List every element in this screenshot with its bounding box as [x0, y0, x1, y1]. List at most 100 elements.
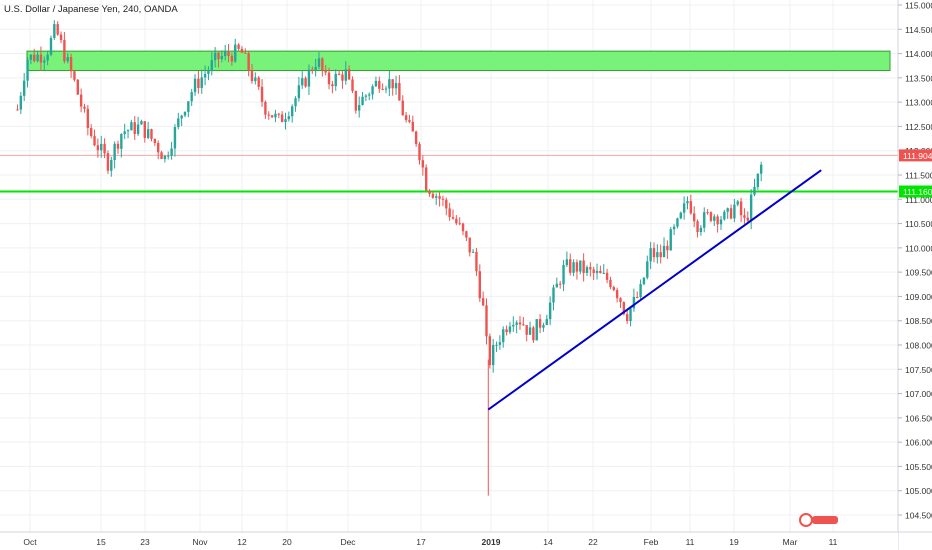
- candle-body: [76, 79, 79, 95]
- candle-body: [83, 106, 86, 109]
- candle-body: [63, 40, 66, 62]
- trend-line: [487, 169, 822, 411]
- candle: [334, 69, 337, 91]
- candle-body: [347, 69, 351, 80]
- candle-body: [270, 115, 274, 118]
- candle-body: [66, 57, 69, 62]
- candle-body: [274, 113, 277, 118]
- candle: [726, 207, 729, 219]
- candle-body: [552, 287, 555, 303]
- candle-body: [585, 267, 589, 273]
- candle-body: [595, 270, 599, 273]
- candle-body: [334, 73, 337, 87]
- candle-body: [689, 201, 693, 214]
- candle: [508, 321, 512, 335]
- candle-body: [646, 261, 649, 278]
- candle-body: [625, 314, 629, 322]
- candle-body: [177, 118, 180, 128]
- candle-body: [759, 164, 763, 174]
- candle-body: [602, 272, 605, 274]
- candle-body: [481, 298, 485, 306]
- candle: [579, 260, 582, 275]
- candle-body: [123, 131, 126, 134]
- candle: [408, 114, 411, 124]
- candle: [495, 341, 498, 352]
- candle: [676, 217, 679, 229]
- candle: [213, 47, 217, 68]
- candle: [692, 206, 696, 228]
- candle: [237, 43, 240, 51]
- candle-body: [542, 324, 545, 328]
- candle: [388, 70, 391, 97]
- candle-body: [502, 329, 505, 343]
- candle: [739, 197, 743, 223]
- candle: [421, 155, 425, 176]
- candle: [86, 104, 90, 136]
- candle: [311, 66, 314, 74]
- candle: [96, 138, 100, 158]
- candle: [183, 111, 187, 118]
- candle-body: [167, 155, 170, 157]
- candle: [491, 338, 495, 373]
- candle: [401, 95, 404, 116]
- candle-body: [485, 305, 488, 337]
- candle: [113, 141, 116, 169]
- candle: [250, 64, 254, 84]
- candle-body: [280, 114, 284, 123]
- candle: [759, 161, 763, 182]
- candle: [629, 307, 632, 327]
- candle-body: [589, 267, 592, 270]
- candle: [723, 209, 726, 221]
- candle: [254, 72, 257, 85]
- candle-body: [522, 324, 525, 326]
- last-price-tag: [899, 149, 932, 162]
- candle-body: [562, 265, 565, 285]
- candle-body: [749, 194, 753, 221]
- candle-body: [321, 58, 324, 71]
- candle: [16, 104, 19, 111]
- candle-body: [153, 138, 157, 143]
- price-axis: [898, 0, 932, 550]
- candle: [120, 133, 123, 158]
- candle: [498, 335, 502, 350]
- candle: [133, 115, 136, 141]
- candle-body: [150, 129, 153, 139]
- candle-body: [508, 326, 512, 333]
- candle-body: [69, 57, 73, 72]
- candle: [116, 140, 120, 154]
- candle-body: [213, 52, 217, 61]
- candle: [686, 196, 689, 210]
- candle-body: [652, 248, 656, 258]
- candle-body: [203, 74, 207, 78]
- candle: [572, 259, 575, 277]
- x-tick-label: 11: [686, 537, 695, 547]
- candle: [605, 268, 609, 284]
- candle-body: [210, 60, 213, 71]
- candle: [753, 178, 756, 197]
- candle-body: [649, 248, 652, 262]
- candle-body: [572, 262, 575, 273]
- candle: [672, 224, 676, 236]
- candle-body: [133, 122, 136, 134]
- candle-body: [736, 201, 739, 205]
- candle-body: [136, 124, 140, 134]
- candle: [304, 76, 307, 88]
- candle: [458, 217, 461, 226]
- candle-body: [746, 217, 749, 221]
- candle: [193, 74, 197, 96]
- candle-body: [180, 115, 183, 119]
- candle-body: [491, 345, 495, 366]
- y-tick-label: 108.500: [905, 316, 932, 326]
- candle-body: [173, 127, 177, 149]
- tv-logo-mark: [799, 513, 838, 527]
- candle-body: [193, 78, 197, 93]
- candle-body: [46, 54, 49, 61]
- candle-body: [190, 92, 193, 102]
- candle: [344, 61, 347, 85]
- candle-body: [441, 198, 445, 200]
- candle-body: [666, 245, 669, 251]
- candle-body: [575, 262, 579, 272]
- candle-body: [388, 79, 391, 89]
- candle: [156, 140, 160, 160]
